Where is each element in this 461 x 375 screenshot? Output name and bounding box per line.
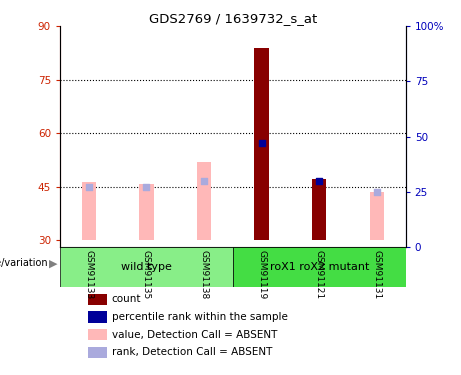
Bar	[118, 26, 175, 247]
Bar	[88, 311, 106, 322]
Point	[258, 140, 266, 146]
Text: roX1 roX2 mutant: roX1 roX2 mutant	[270, 262, 369, 272]
Point	[142, 184, 150, 190]
Text: rank, Detection Call = ABSENT: rank, Detection Call = ABSENT	[112, 347, 272, 357]
Text: ▶: ▶	[49, 258, 58, 268]
FancyBboxPatch shape	[60, 247, 233, 287]
Bar	[197, 162, 211, 240]
Text: value, Detection Call = ABSENT: value, Detection Call = ABSENT	[112, 330, 277, 340]
Bar	[348, 26, 406, 247]
Bar	[88, 346, 106, 358]
Bar	[139, 184, 154, 240]
Bar	[370, 192, 384, 240]
Bar	[254, 48, 269, 240]
Bar	[312, 179, 326, 240]
Bar	[60, 26, 118, 247]
Bar	[290, 26, 348, 247]
Bar	[88, 294, 106, 305]
Bar	[175, 26, 233, 247]
Title: GDS2769 / 1639732_s_at: GDS2769 / 1639732_s_at	[149, 12, 317, 25]
Text: percentile rank within the sample: percentile rank within the sample	[112, 312, 288, 322]
Point	[85, 184, 92, 190]
Bar	[82, 182, 96, 240]
Text: wild type: wild type	[121, 262, 172, 272]
FancyBboxPatch shape	[233, 247, 406, 287]
Point	[200, 178, 207, 184]
Point	[373, 189, 381, 195]
Bar	[88, 329, 106, 340]
Point	[315, 178, 323, 184]
Text: count: count	[112, 294, 141, 304]
Text: genotype/variation: genotype/variation	[0, 258, 51, 268]
Bar	[233, 26, 290, 247]
